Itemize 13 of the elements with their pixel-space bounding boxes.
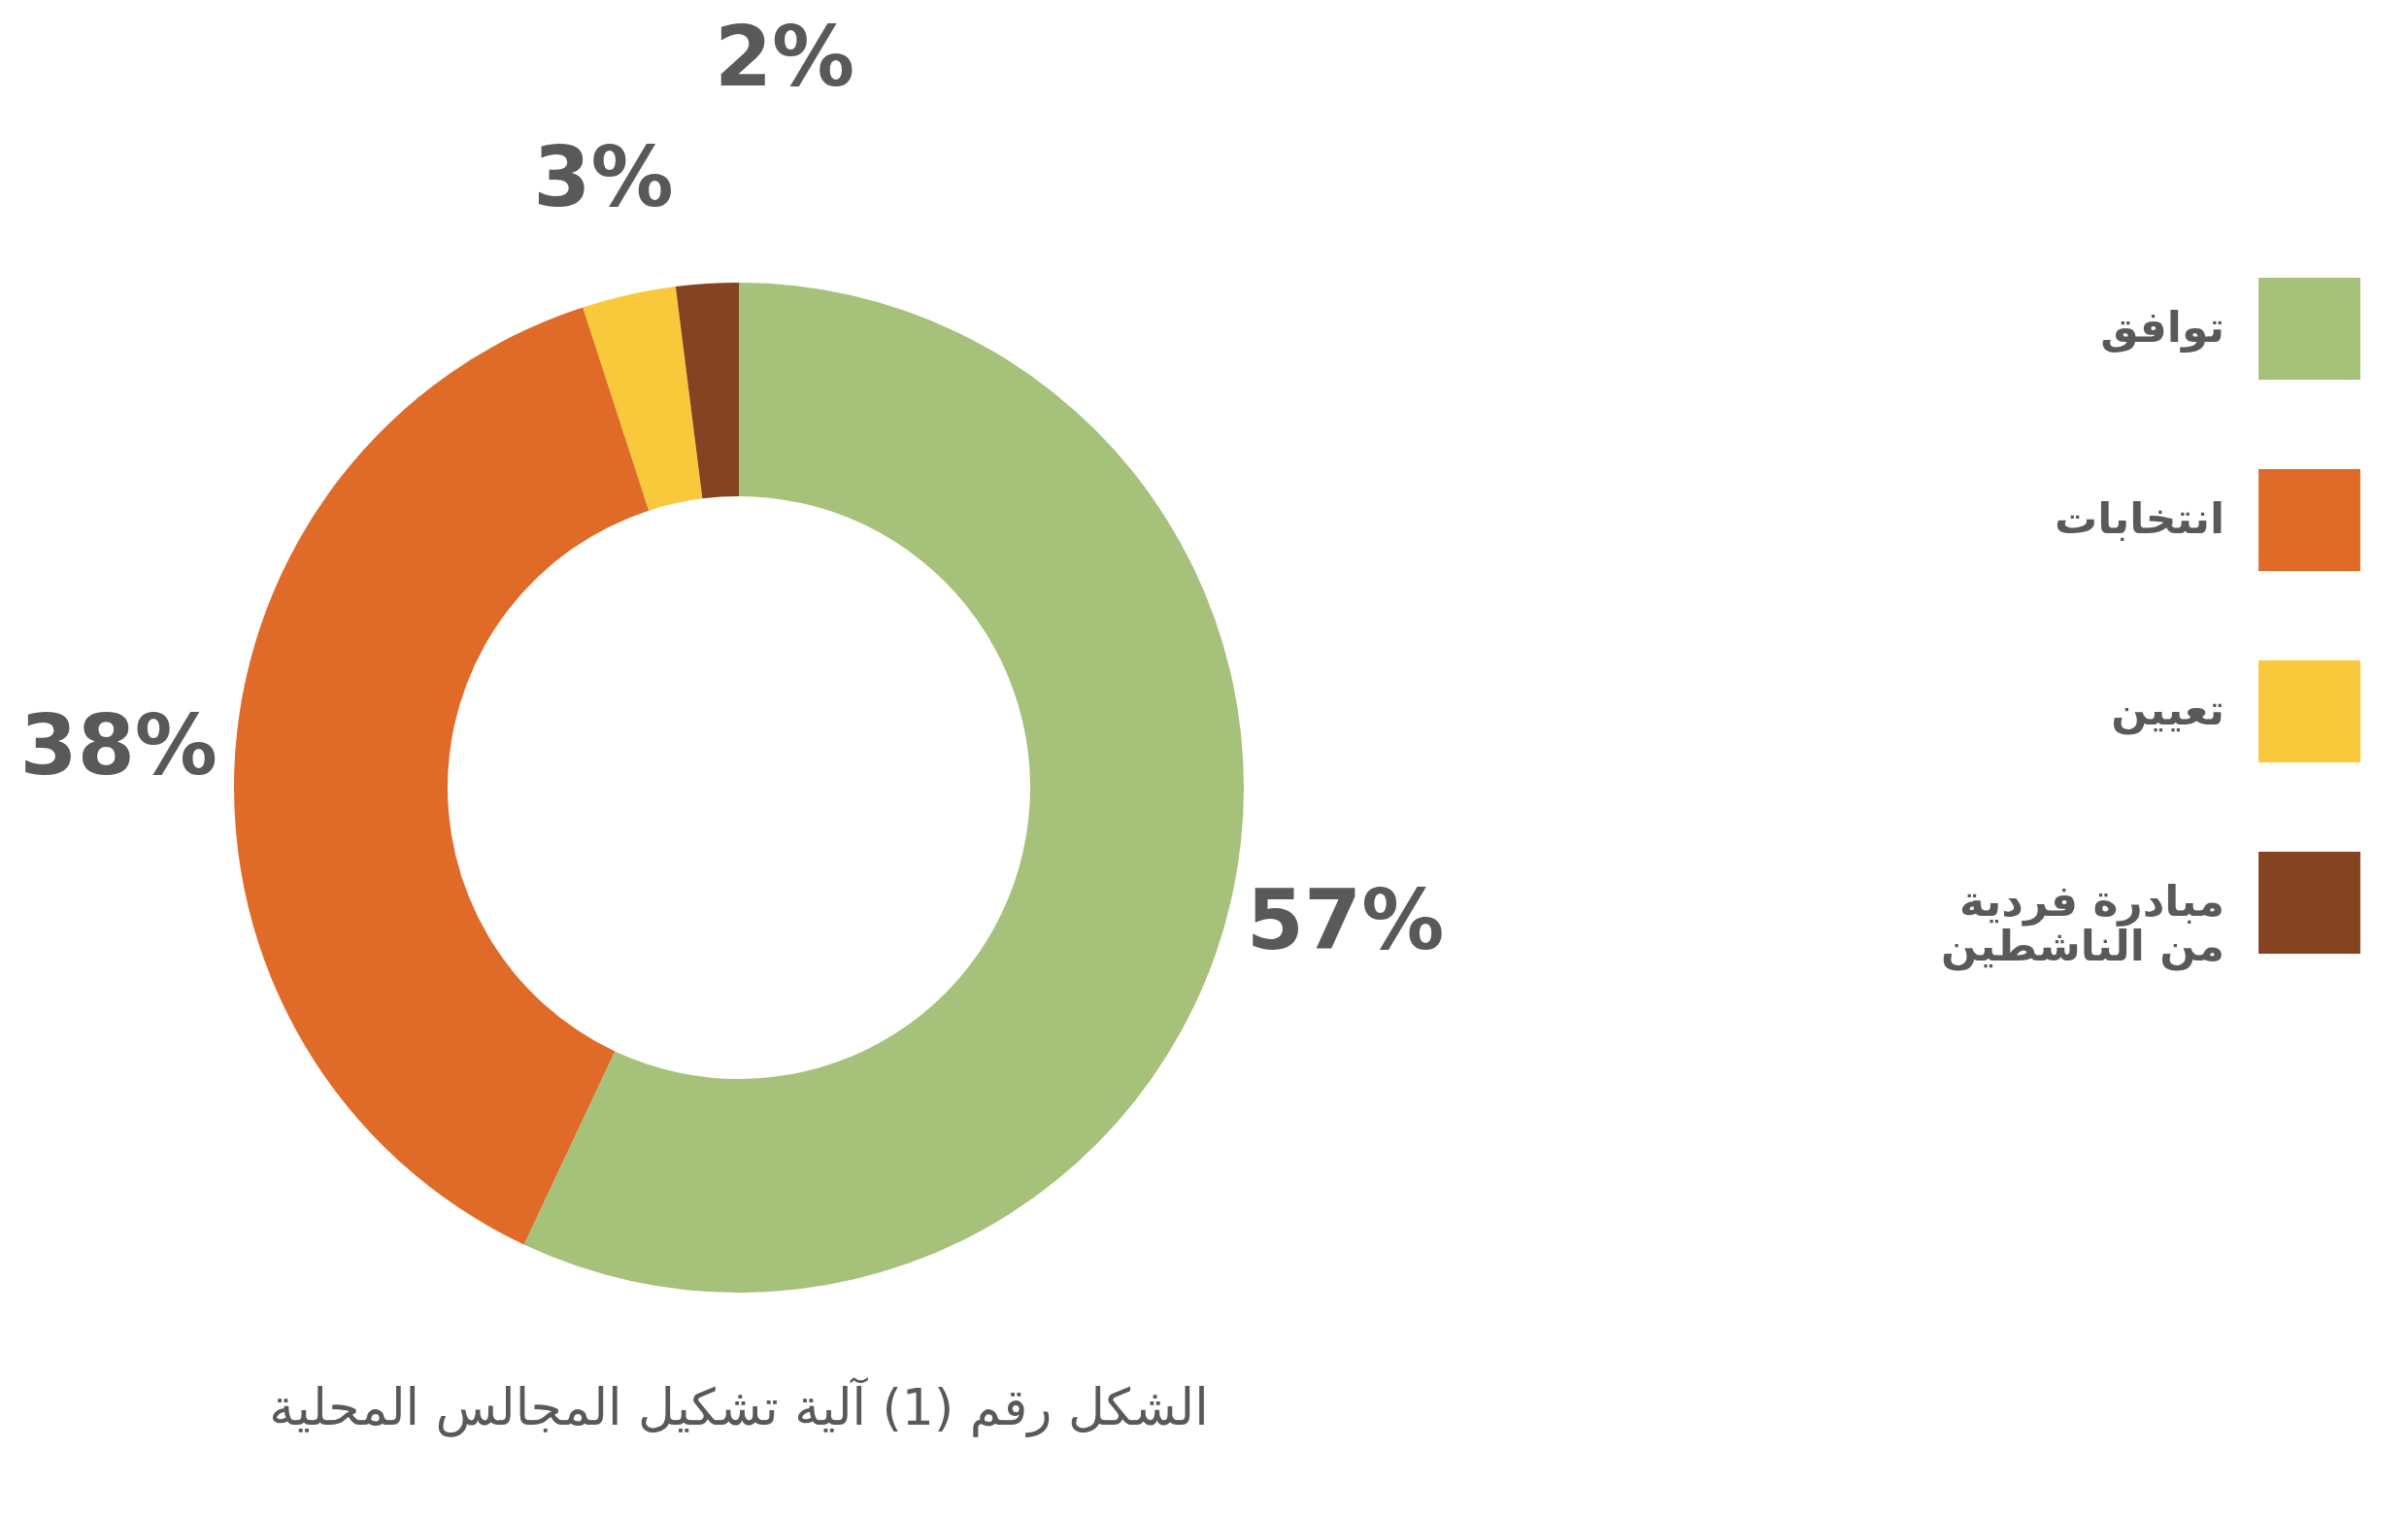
donut-slice: [523, 283, 1244, 1293]
data-label: 57%: [1246, 871, 1445, 968]
donut-slice: [234, 307, 650, 1245]
legend-label: مبادرة فردية من الناشطين: [1941, 875, 2224, 971]
text: الشكل رقم (1) آلية تشكيل المجالس المحلية: [269, 1376, 1209, 1437]
legend-label: انتخابات: [2054, 492, 2224, 543]
data-label: 2%: [714, 9, 855, 106]
data-label: 3%: [533, 129, 674, 226]
data-label: 38%: [19, 696, 217, 793]
legend-label: تعيين: [2111, 684, 2224, 735]
donut-slice: [583, 287, 703, 511]
legend-label: توافق: [2100, 301, 2224, 353]
donut-slice: [675, 283, 739, 499]
